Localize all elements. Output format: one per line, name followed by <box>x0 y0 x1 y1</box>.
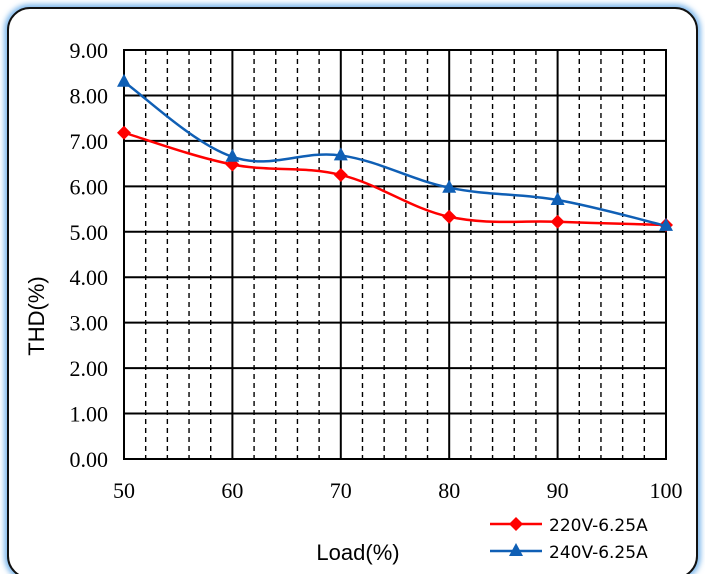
legend-entry-240v: 240V-6.25A <box>490 543 648 563</box>
data-point <box>117 125 131 140</box>
legend-label-220v: 220V-6.25A <box>549 516 648 536</box>
x-tick-label: 90 <box>547 478 569 503</box>
series <box>117 73 673 232</box>
y-tick-label: 1.00 <box>70 402 109 427</box>
y-tick-label: 6.00 <box>70 174 109 199</box>
plot-border <box>123 49 667 460</box>
data-point <box>442 209 457 224</box>
y-tick-label: 4.00 <box>70 265 109 290</box>
data-point <box>659 217 673 231</box>
x-tick-label: 60 <box>221 478 243 503</box>
x-tick-label: 50 <box>113 478 135 503</box>
legend-entry-220v: 220V-6.25A <box>490 516 648 536</box>
plot-area <box>123 49 667 460</box>
y-tick-label: 7.00 <box>70 129 109 154</box>
legend-label-240v: 240V-6.25A <box>549 543 648 563</box>
y-tick-label: 8.00 <box>70 83 109 108</box>
data-point <box>550 214 565 229</box>
y-tick-label: 9.00 <box>70 38 109 63</box>
data-point <box>225 148 240 162</box>
y-tick-labels: 0.00 1.00 2.00 3.00 4.00 5.00 6.00 7.00 8.00 9.00 <box>70 38 109 472</box>
legend-marker-220v <box>509 517 523 531</box>
series-2 <box>117 73 673 231</box>
y-tick-label: 3.00 <box>70 311 109 336</box>
x-tick-label: 100 <box>650 478 683 503</box>
series-line <box>123 80 667 228</box>
x-axis-label: Load(%) <box>316 540 399 565</box>
data-point <box>442 179 457 193</box>
y-tick-label: 2.00 <box>70 356 109 381</box>
series-line <box>123 131 667 227</box>
x-tick-label: 80 <box>438 478 460 503</box>
x-tick-label: 70 <box>330 478 352 503</box>
y-tick-label: 5.00 <box>70 220 109 245</box>
data-point <box>550 191 565 205</box>
frame-border <box>7 7 698 574</box>
y-tick-label: 0.00 <box>70 447 109 472</box>
data-point <box>333 147 348 161</box>
legend: 220V-6.25A 240V-6.25A <box>490 516 648 563</box>
legend-marker-240v <box>509 543 523 556</box>
x-tick-labels: 50 60 70 80 90 100 <box>113 478 683 503</box>
y-axis-label: THD(%) <box>24 276 49 355</box>
data-point <box>117 73 131 87</box>
data-point <box>333 167 348 182</box>
